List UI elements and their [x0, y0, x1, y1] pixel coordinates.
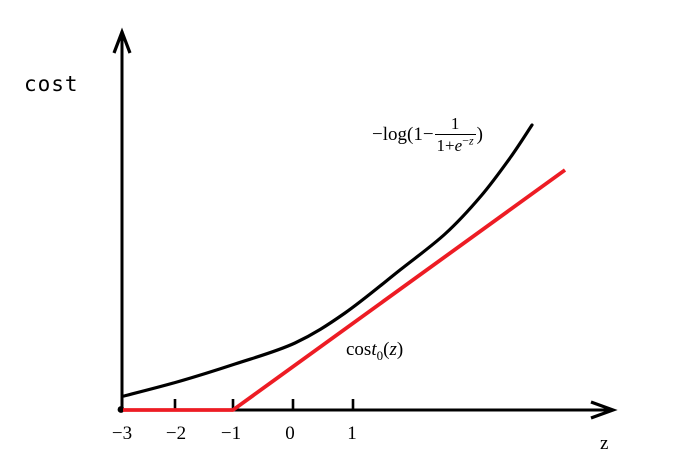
x-tick-label: −1 [220, 423, 242, 444]
hinge-cost-curve [123, 168, 567, 412]
fraction-denominator: 1+e−z [436, 133, 474, 155]
y-axis-label: cost [24, 72, 79, 96]
formula-fraction: 1 1+e−z [434, 114, 476, 156]
origin-dot [117, 406, 125, 413]
x-axis-label: z [600, 433, 609, 454]
x-tick-label: 0 [285, 423, 295, 444]
hinge-cost-label: cost0(z) [346, 339, 404, 363]
formula-close: ) [476, 124, 483, 145]
fraction-numerator: 1 [450, 114, 460, 133]
x-tick-label: −3 [111, 423, 133, 444]
logistic-cost-formula: −log(1− 1 1+e−z) [372, 114, 483, 156]
x-axis-arrowhead [590, 400, 618, 420]
x-tick-label: −2 [165, 423, 187, 444]
y-axis-arrowhead [112, 27, 132, 54]
exponent: −z [462, 133, 474, 148]
logistic-cost-curve [122, 123, 534, 398]
formula-lead: −log(1− [372, 124, 434, 145]
fraction-bar [434, 134, 476, 135]
x-tick-label: 1 [347, 423, 357, 444]
